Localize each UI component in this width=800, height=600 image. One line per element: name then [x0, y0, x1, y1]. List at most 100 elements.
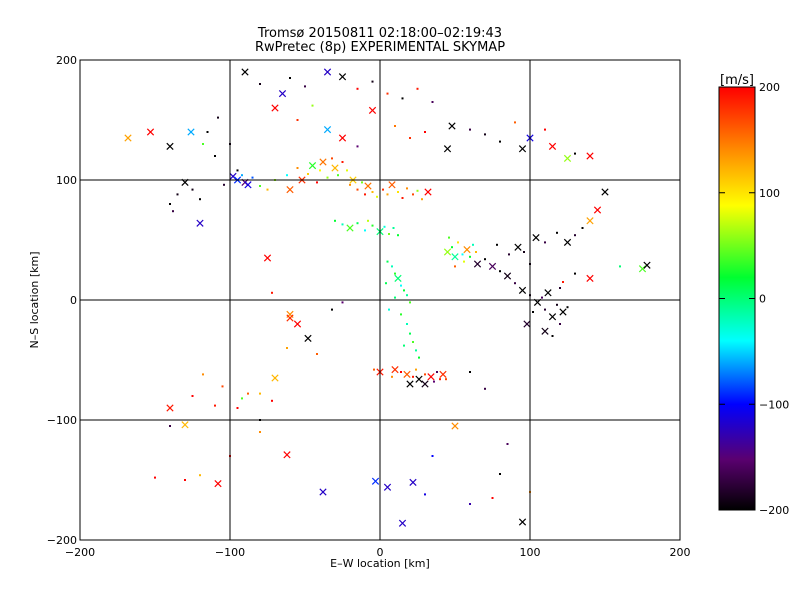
data-point-cross	[443, 248, 452, 256]
data-point-dot	[364, 193, 366, 196]
data-point-dot	[206, 131, 209, 133]
data-point-cross	[559, 308, 567, 316]
data-point-dot	[337, 174, 339, 177]
data-point-dot	[259, 185, 261, 187]
data-point-cross	[488, 262, 497, 271]
data-point-cross	[346, 224, 354, 232]
data-point-dot	[373, 368, 375, 371]
data-point-dot	[367, 219, 369, 222]
data-point-dot	[415, 368, 417, 371]
y-tick-label: −200	[47, 534, 77, 547]
data-point-dot	[439, 378, 441, 381]
data-point-dot	[581, 227, 584, 229]
data-point-cross	[503, 272, 512, 280]
data-point-dot	[391, 375, 393, 378]
data-point-dot	[176, 193, 179, 196]
data-point-dot	[472, 243, 474, 246]
x-axis-label: E–W location [km]	[330, 557, 430, 570]
data-point-cross	[451, 422, 459, 430]
y-tick-label: 0	[70, 294, 77, 307]
data-point-dot	[191, 188, 194, 191]
x-tick-label: −200	[65, 546, 95, 559]
data-point-dot	[191, 395, 194, 397]
data-point-dot	[457, 241, 459, 244]
data-point-dot	[484, 387, 486, 390]
data-point-cross	[364, 182, 372, 190]
data-point-dot	[421, 198, 423, 201]
x-tick-label: 100	[520, 546, 541, 559]
data-point-dot	[334, 219, 336, 222]
data-point-cross	[518, 518, 527, 526]
data-point-dot	[266, 188, 269, 191]
data-point-cross	[368, 106, 377, 115]
data-point-cross	[338, 134, 347, 142]
data-point-dot	[391, 265, 393, 268]
colorbar-tick-label: −100	[759, 398, 789, 411]
data-point-dot	[499, 270, 501, 273]
data-point-dot	[544, 128, 546, 131]
data-point-cross	[187, 128, 195, 136]
data-point-cross	[586, 274, 594, 283]
y-tick-label: −100	[47, 414, 77, 427]
data-point-dot	[400, 284, 402, 287]
data-point-dot	[221, 385, 224, 388]
data-point-dot	[286, 347, 288, 349]
data-point-cross	[323, 68, 332, 76]
data-point-dot	[451, 246, 453, 249]
data-point-cross	[548, 142, 557, 151]
data-point-dot	[214, 404, 216, 407]
data-point-dot	[202, 143, 204, 145]
data-point-dot	[424, 493, 426, 496]
data-point-dot	[401, 97, 404, 100]
data-point-cross	[229, 172, 237, 181]
data-points	[124, 68, 651, 527]
data-point-dot	[431, 101, 434, 103]
x-axis-ticks: −200 −100 0 100 200	[65, 60, 691, 559]
data-point-dot	[406, 294, 408, 297]
data-point-cross	[541, 327, 549, 335]
data-point-dot	[388, 308, 390, 311]
data-point-dot	[496, 243, 498, 246]
data-point-dot	[202, 373, 204, 376]
data-point-dot	[574, 152, 576, 155]
data-point-dot	[316, 181, 318, 184]
data-point-cross	[383, 483, 392, 491]
data-point-dot	[424, 131, 426, 133]
data-point-cross	[124, 134, 132, 142]
data-point-cross	[586, 152, 594, 160]
data-point-dot	[394, 125, 396, 127]
data-point-dot	[445, 378, 447, 381]
data-point-dot	[475, 251, 477, 253]
colorbar-title: [m/s]	[720, 73, 754, 88]
data-point-cross	[214, 479, 222, 488]
colorbar-tick-label: −200	[759, 504, 789, 517]
data-point-cross	[271, 374, 279, 382]
data-point-cross	[241, 68, 249, 76]
data-point-cross	[283, 451, 291, 459]
colorbar-ticks: 200 100 0 −100 −200	[719, 81, 789, 517]
data-point-cross	[421, 380, 429, 388]
data-point-cross	[181, 421, 189, 429]
data-point-cross	[523, 320, 531, 328]
data-point-dot	[331, 157, 333, 160]
data-point-dot	[392, 227, 395, 229]
data-point-dot	[356, 222, 359, 225]
data-point-cross	[398, 519, 407, 527]
data-point-dot	[562, 281, 564, 283]
data-point-dot	[566, 306, 569, 309]
data-point-dot	[311, 104, 314, 107]
data-point-cross	[338, 73, 347, 81]
data-point-cross	[563, 154, 572, 163]
data-point-dot	[463, 260, 465, 263]
data-point-dot	[251, 176, 254, 179]
data-point-cross	[319, 488, 327, 496]
data-point-dot	[433, 380, 435, 383]
data-point-dot	[416, 189, 419, 192]
data-point-cross	[166, 404, 174, 412]
data-point-dot	[385, 282, 387, 285]
data-point-dot	[341, 301, 344, 304]
data-point-cross	[473, 260, 482, 268]
data-point-dot	[559, 323, 561, 325]
data-point-cross	[593, 206, 602, 214]
data-point-dot	[349, 183, 351, 186]
